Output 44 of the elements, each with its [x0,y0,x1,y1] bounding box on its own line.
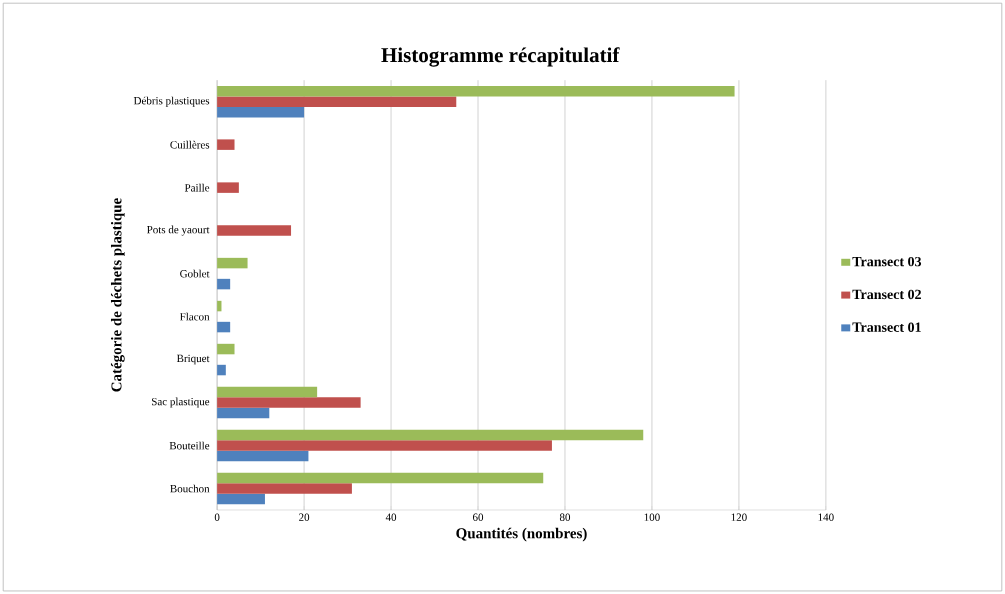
bar [217,364,226,376]
bar [217,85,735,97]
y-tick-label: Briquet [176,354,210,365]
y-tick-label: Pots de yaourt [146,225,210,236]
x-tick-label: 80 [559,513,571,521]
y-tick-label: Flacon [179,312,210,321]
y-tick-label: Sac plastique [152,397,210,408]
bar [217,139,235,150]
bar [217,407,270,419]
legend-label: Transect 02 [852,289,921,300]
bar [217,483,352,494]
x-tick-label: 0 [214,513,220,521]
x-axis-title: Quantités (nombres) [456,527,587,542]
bar [217,429,644,441]
bar [217,450,309,462]
bar [217,472,544,484]
bar [217,440,552,451]
x-tick-label: 20 [299,513,310,521]
y-tick-label: Cuillères [170,140,210,149]
bar [217,278,231,290]
y-tick-label: Bouchon [170,484,210,493]
y-tick-label: Bouteille [169,441,210,450]
y-tick-label: Débris plastiques [133,96,210,107]
bar [217,96,457,107]
bar [217,386,318,398]
bar [217,182,239,193]
x-tick-label: 40 [385,513,397,521]
legend-label: Transect 03 [852,256,922,267]
y-tick-label: Goblet [180,269,210,278]
y-axis-title: Catégorie de déchets plastique [110,198,125,392]
bar [217,225,292,236]
bar [217,257,248,269]
y-tick-label: Paille [184,183,210,192]
bar [217,493,265,505]
bar [217,343,235,355]
bar [217,321,231,333]
chart-title: Histogramme récapitulatif [381,47,620,67]
x-tick-label: 140 [818,513,834,521]
x-tick-label: 60 [472,513,484,521]
legend-label: Transect 01 [852,322,921,332]
bar [217,397,361,408]
x-tick-label: 100 [644,513,660,521]
x-tick-label: 120 [731,513,747,521]
bar [217,106,305,118]
